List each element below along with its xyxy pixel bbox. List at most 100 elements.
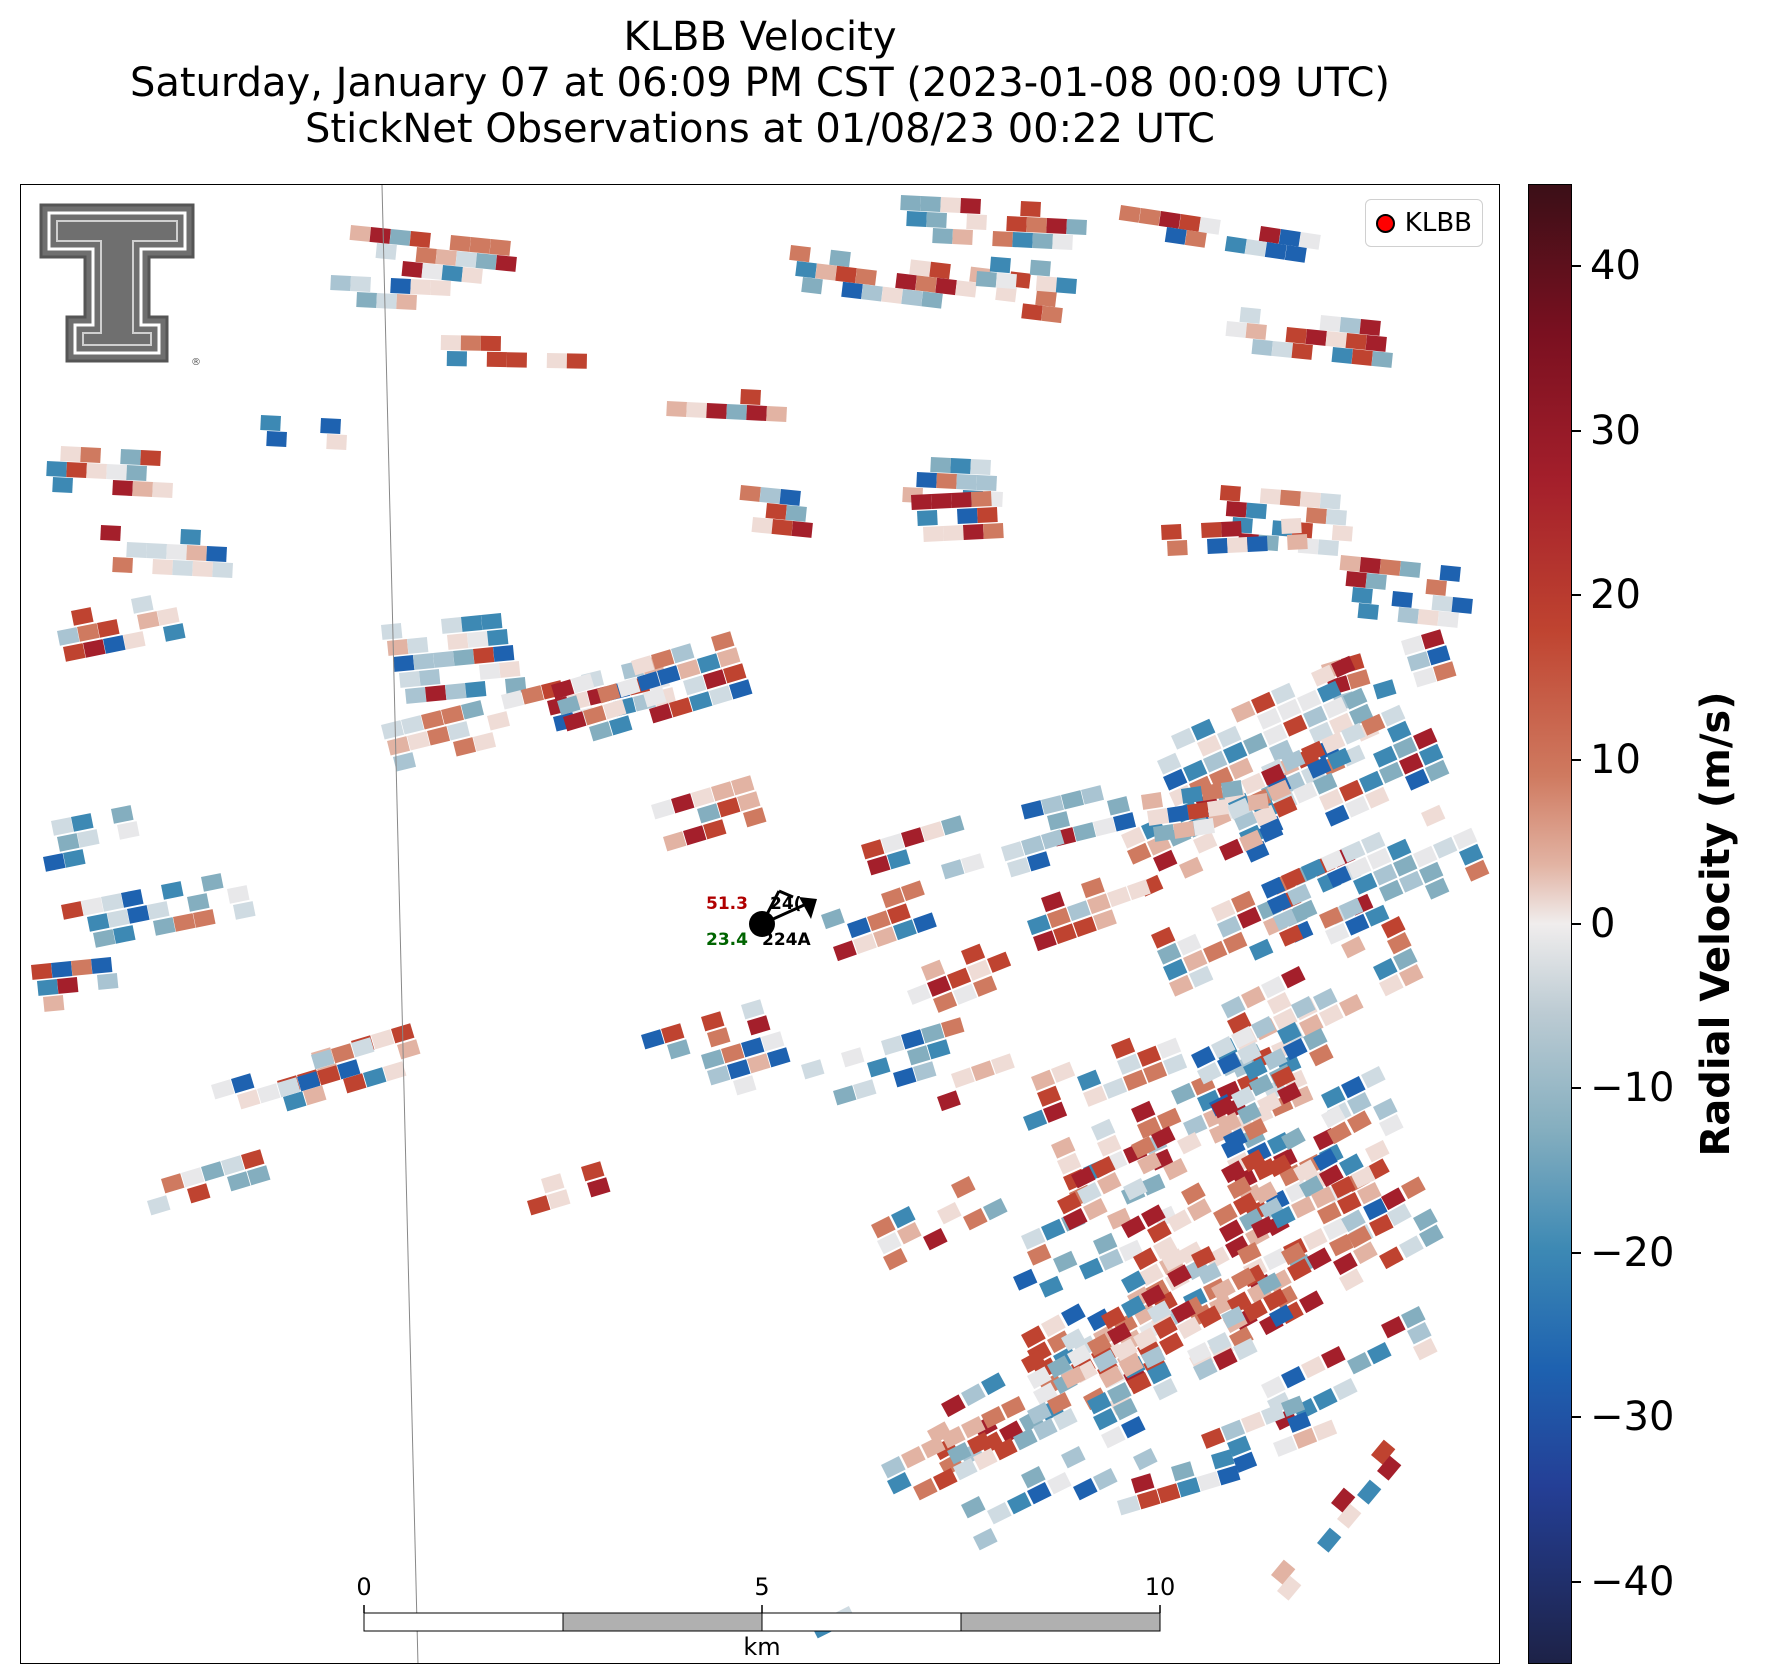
radar-gate — [992, 231, 1013, 247]
radar-gate — [940, 197, 961, 213]
radar-gate — [801, 277, 823, 295]
radar-gate — [1225, 500, 1247, 518]
radar-gate — [211, 1079, 235, 1100]
radar-gate — [1307, 1247, 1332, 1271]
radar-gate — [1123, 1178, 1148, 1201]
radar-gate — [541, 1173, 565, 1194]
radar-gate — [1365, 786, 1390, 809]
radar-gate — [461, 615, 483, 632]
radar-gate — [1283, 714, 1308, 737]
radar-gate — [1347, 856, 1372, 879]
radar-gate — [1087, 893, 1111, 915]
radar-gate — [566, 353, 587, 369]
radar-gate — [1026, 216, 1047, 233]
radar-gate — [1219, 485, 1241, 502]
radar-gate — [80, 897, 104, 916]
radar-gate — [1225, 1235, 1250, 1259]
radar-gate — [975, 271, 997, 288]
radar-gate — [1239, 306, 1261, 324]
radar-gate — [320, 418, 341, 434]
radar-gate — [929, 261, 951, 280]
radar-gate — [791, 521, 813, 538]
radar-gate — [1273, 1435, 1298, 1457]
radar-gate — [1116, 1495, 1141, 1516]
radar-gate — [893, 1067, 917, 1088]
radar-gate — [120, 449, 141, 465]
radar-gate — [112, 925, 136, 944]
radar-gate — [835, 265, 857, 284]
radar-gate — [703, 819, 727, 840]
radar-gate — [1052, 1408, 1078, 1431]
radar-gate — [1439, 565, 1461, 582]
radar-gate — [371, 1029, 395, 1050]
radar-gate — [789, 245, 811, 263]
colorbar-tick — [1572, 594, 1581, 597]
radar-gate — [505, 677, 527, 694]
radar-gate — [337, 1059, 361, 1080]
radar-gate — [1464, 859, 1490, 882]
radar-gate — [1153, 1236, 1178, 1260]
radar-gate — [100, 524, 121, 541]
radar-gate — [972, 1528, 998, 1551]
radar-gate — [1166, 1209, 1192, 1233]
radar-gate — [683, 675, 707, 696]
radar-gate — [880, 887, 905, 909]
radar-gate — [779, 489, 801, 506]
radar-gate — [920, 195, 941, 212]
radar-gate — [746, 405, 767, 421]
radar-gate — [1366, 1342, 1392, 1365]
radar-gate — [1421, 804, 1446, 827]
radar-gate — [671, 643, 695, 664]
radar-gate — [1347, 1110, 1372, 1134]
radar-velocity-field: ® — [31, 185, 1490, 1663]
radar-gate — [631, 655, 655, 676]
radar-gate — [1299, 1290, 1324, 1314]
radar-gate — [163, 623, 186, 642]
radar-gate — [1053, 1250, 1078, 1273]
radar-gate — [886, 1472, 912, 1495]
radar-gate — [1146, 1300, 1172, 1324]
radar-gate — [947, 1442, 972, 1465]
radar-gate — [506, 352, 527, 368]
radar-gate — [1158, 211, 1181, 229]
radar-gate — [921, 291, 943, 309]
radar-gate — [1273, 795, 1298, 818]
radar-gate — [933, 991, 958, 1013]
radar-gate — [440, 335, 461, 351]
radar-gate — [62, 643, 86, 662]
radar-gate — [1327, 865, 1352, 888]
radar-gate — [226, 1171, 251, 1192]
radar-gate — [1183, 759, 1208, 782]
radar-gate — [1391, 591, 1413, 608]
radar-gate — [1127, 1372, 1152, 1395]
radar-gate — [1203, 750, 1228, 773]
radar-gate — [1299, 1014, 1324, 1037]
title-block: KLBB Velocity Saturday, January 07 at 06… — [0, 14, 1520, 152]
radar-gate — [1012, 1428, 1038, 1451]
radar-gate — [1293, 899, 1318, 922]
radar-gate — [62, 849, 86, 868]
radar-gate — [900, 1029, 925, 1050]
radar-gate — [1197, 734, 1222, 757]
radar-gate — [498, 661, 521, 678]
radar-gate — [1197, 1262, 1222, 1285]
radar-gate — [1373, 745, 1398, 768]
radar-gate — [1027, 1482, 1052, 1505]
radar-gate — [1245, 322, 1267, 340]
radar-gate — [152, 917, 176, 936]
radar-gate — [61, 901, 84, 920]
radar-gate — [326, 434, 347, 450]
radar-gate — [117, 821, 140, 840]
scalebar-label-0: 0 — [356, 1573, 372, 1601]
radar-gate — [1232, 1192, 1258, 1216]
radar-gate — [1037, 1085, 1062, 1107]
radar-gate — [1261, 1376, 1286, 1399]
radar-gate — [983, 522, 1004, 539]
radar-gate — [1041, 305, 1063, 324]
radar-gate — [1001, 841, 1025, 862]
radar-gate — [1299, 491, 1321, 508]
radar-gate — [1082, 1198, 1108, 1221]
radar-gate — [709, 685, 733, 706]
velocity-colorbar — [1528, 184, 1572, 1664]
radar-gate — [711, 781, 735, 802]
